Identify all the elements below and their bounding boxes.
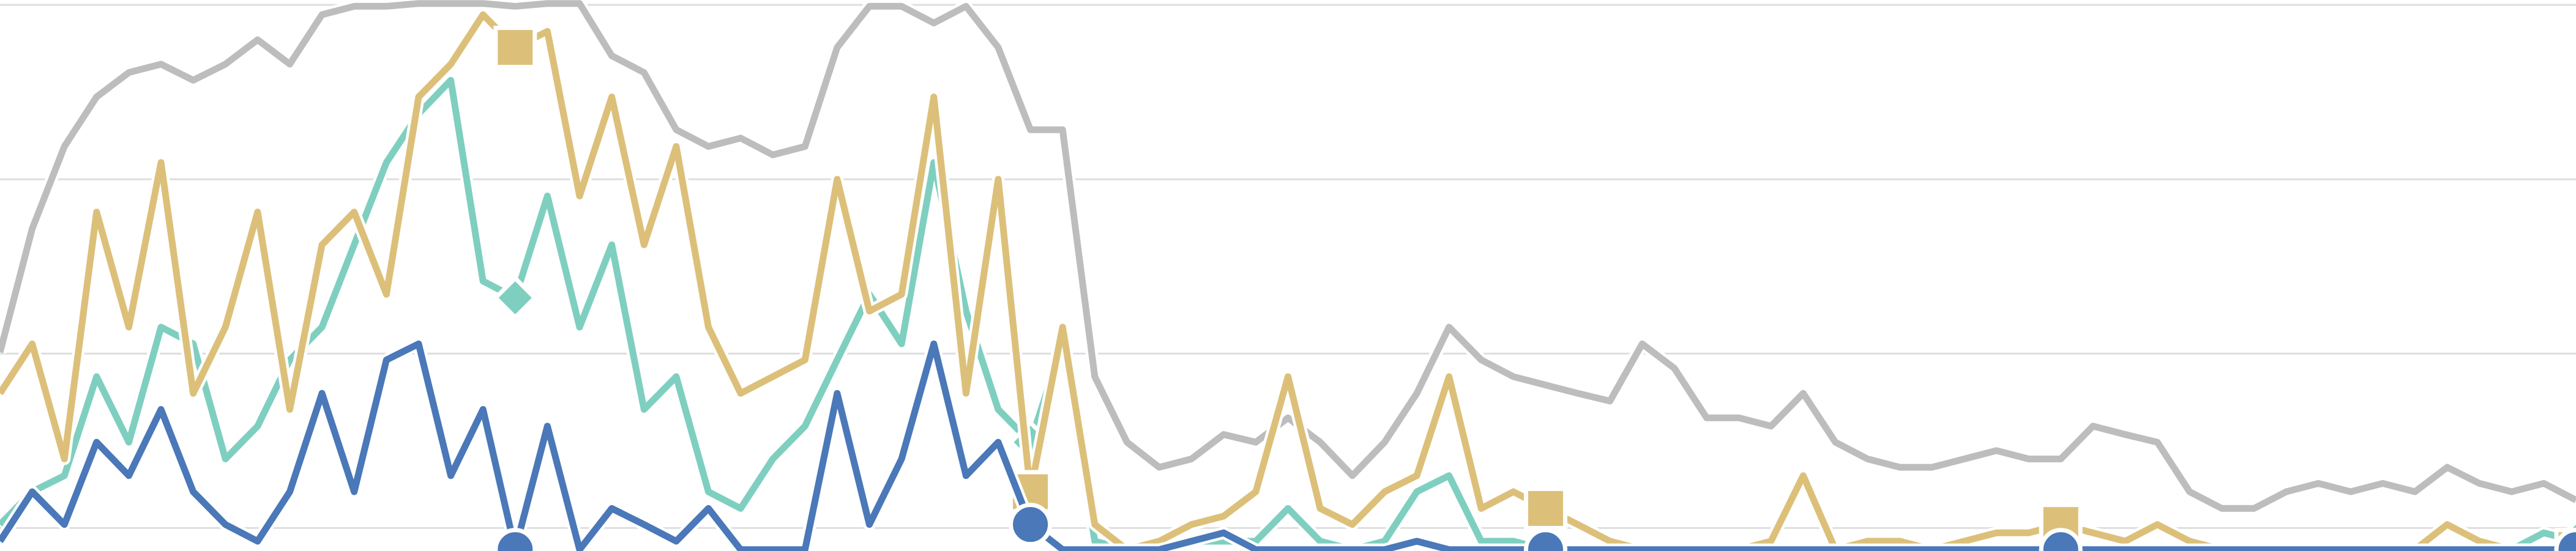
line-halo — [0, 0, 2576, 515]
line-halo — [0, 74, 2576, 551]
series-line — [0, 76, 2576, 551]
marker-circle — [493, 528, 537, 551]
marker-square — [1523, 486, 1567, 530]
series-line — [0, 11, 2576, 551]
marker-circle — [1009, 503, 1053, 547]
marker-circle — [2554, 528, 2576, 551]
series-line — [0, 0, 2576, 512]
marker-diamond — [492, 275, 538, 320]
marker-circle — [2039, 528, 2083, 551]
series-line — [0, 340, 2576, 551]
marker-square — [493, 26, 537, 70]
marker-circle — [1523, 528, 1567, 551]
